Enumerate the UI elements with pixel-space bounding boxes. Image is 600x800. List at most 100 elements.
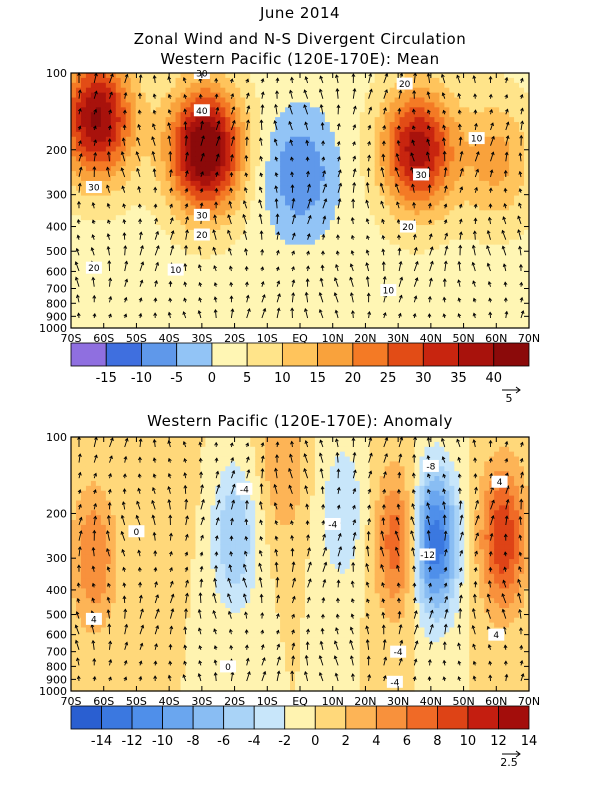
heatmap-cell — [309, 313, 316, 319]
heatmap-cell — [354, 215, 361, 221]
heatmap-cell — [280, 166, 286, 172]
heatmap-cell — [275, 136, 281, 143]
heatmap-cell — [115, 220, 122, 226]
heatmap-cell — [215, 200, 221, 206]
heatmap-cell — [519, 249, 525, 256]
heatmap-cell — [459, 249, 465, 256]
heatmap-cell — [344, 131, 351, 138]
heatmap-cell — [374, 293, 381, 300]
heatmap-cell — [210, 73, 216, 79]
heatmap-cell — [190, 239, 197, 246]
heatmap-cell — [155, 185, 162, 192]
heatmap-cell — [449, 205, 455, 211]
heatmap-cell — [489, 323, 495, 329]
heatmap-cell — [394, 288, 401, 295]
heatmap-cell — [145, 244, 152, 251]
heatmap-cell — [180, 166, 187, 172]
heatmap-cell — [280, 73, 286, 79]
heatmap-cell — [190, 92, 197, 99]
heatmap-cell — [275, 117, 281, 123]
heatmap-cell — [429, 87, 436, 94]
heatmap-cell — [439, 171, 445, 177]
heatmap-cell — [200, 156, 207, 162]
heatmap-cell — [474, 146, 480, 153]
heatmap-cell — [90, 117, 97, 123]
heatmap-cell — [384, 82, 391, 89]
wind-arrow — [78, 90, 81, 99]
heatmap-cell — [419, 259, 426, 265]
heatmap-cell — [354, 205, 361, 211]
heatmap-cell — [290, 254, 296, 260]
heatmap-cell — [255, 126, 261, 133]
heatmap-cell — [260, 87, 266, 94]
heatmap-cell — [444, 126, 450, 133]
heatmap-cell — [95, 117, 102, 123]
heatmap-cell — [514, 283, 520, 290]
wind-arrowhead — [108, 277, 113, 282]
heatmap-cell — [150, 175, 157, 182]
heatmap-cell — [300, 131, 306, 138]
heatmap-cell — [314, 239, 321, 246]
heatmap-cell — [394, 308, 401, 314]
heatmap-cell — [319, 92, 326, 99]
heatmap-cell — [349, 92, 356, 99]
heatmap-cell — [200, 269, 207, 275]
heatmap-cell — [369, 97, 376, 104]
heatmap-cell — [200, 308, 207, 314]
heatmap-cell — [459, 274, 465, 280]
heatmap-cell — [309, 274, 316, 280]
heatmap-cell — [195, 190, 202, 197]
heatmap-cell — [324, 185, 331, 192]
heatmap-cell — [404, 171, 411, 177]
heatmap-cell — [260, 288, 266, 295]
heatmap-cell — [334, 264, 341, 270]
heatmap-cell — [469, 122, 475, 128]
heatmap-cell — [240, 278, 246, 285]
heatmap-cell — [100, 254, 107, 260]
heatmap-cell — [459, 303, 465, 309]
heatmap-cell — [339, 156, 346, 162]
heatmap-cell — [439, 269, 445, 275]
heatmap-cell — [314, 229, 321, 236]
heatmap-cell — [165, 97, 172, 104]
wind-arrowhead — [107, 219, 111, 224]
heatmap-cell — [519, 180, 525, 187]
heatmap-cell — [215, 161, 221, 167]
heatmap-cell — [474, 73, 480, 79]
heatmap-cell — [135, 234, 142, 241]
heatmap-cell — [339, 264, 346, 270]
heatmap-cell — [379, 244, 386, 251]
heatmap-cell — [499, 308, 505, 314]
heatmap-cell — [195, 293, 202, 300]
heatmap-cell — [145, 283, 152, 290]
heatmap-cell — [439, 249, 445, 256]
heatmap-cell — [369, 323, 376, 329]
heatmap-cell — [459, 161, 465, 167]
heatmap-cell — [419, 215, 426, 221]
heatmap-cell — [200, 97, 207, 104]
heatmap-cell — [369, 215, 376, 221]
heatmap-cell — [404, 210, 411, 216]
heatmap-cell — [449, 171, 455, 177]
heatmap-cell — [309, 229, 316, 236]
heatmap-cell — [230, 269, 236, 275]
heatmap-cell — [339, 146, 346, 153]
heatmap-cell — [140, 185, 147, 192]
heatmap-cell — [364, 293, 371, 300]
heatmap-cell — [100, 318, 107, 324]
heatmap-cell — [324, 156, 331, 162]
heatmap-cell — [474, 107, 480, 113]
heatmap-cell — [110, 298, 117, 305]
heatmap-cell — [100, 303, 107, 309]
heatmap-cell — [414, 278, 421, 285]
heatmap-cell — [71, 200, 77, 206]
wind-arrowhead — [92, 166, 97, 170]
heatmap-cell — [110, 126, 117, 133]
heatmap-cell — [150, 313, 157, 319]
heatmap-cell — [100, 229, 107, 236]
heatmap-cell — [250, 180, 256, 187]
heatmap-cell — [314, 87, 321, 94]
heatmap-cell — [354, 92, 361, 99]
heatmap-cell — [100, 205, 107, 211]
heatmap-cell — [489, 229, 495, 236]
